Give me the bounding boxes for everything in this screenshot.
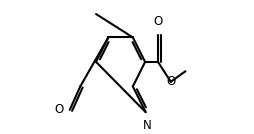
Text: O: O (166, 75, 176, 88)
Text: O: O (54, 103, 63, 116)
Text: N: N (142, 119, 151, 132)
Text: O: O (153, 15, 163, 28)
